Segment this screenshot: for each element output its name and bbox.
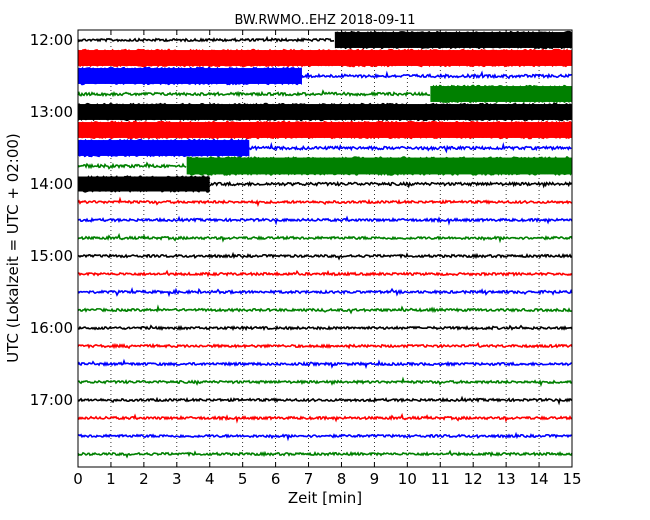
trace-envelope: [78, 120, 572, 140]
trace-line: [209, 180, 573, 189]
x-tick-label: 4: [205, 470, 215, 488]
seismic-trace: [78, 120, 572, 140]
seismic-trace: [77, 431, 573, 442]
seismic-trace: [77, 412, 573, 424]
seismic-trace: [78, 102, 572, 122]
trace-line: [77, 35, 335, 43]
x-tick-label: 5: [238, 470, 248, 488]
y-axis-label: UTC (Lokalzeit = UTC + 02:00): [4, 133, 22, 363]
trace-envelope: [78, 138, 250, 158]
grid-lines: [110, 30, 540, 467]
y-tick-label: 12:00: [30, 31, 73, 49]
x-axis: 0 1 2 3 4 5 6 7 8 9 10 11 12 13 14 15: [73, 30, 582, 488]
x-tick-label: 9: [370, 470, 380, 488]
seismic-trace: [77, 341, 573, 350]
trace-line: [77, 376, 573, 388]
seismic-trace: [77, 232, 573, 244]
x-tick-label: 14: [530, 470, 549, 488]
seismic-trace: [77, 324, 573, 332]
trace-line: [77, 304, 573, 315]
trace-envelope: [430, 84, 572, 104]
x-tick-label: 12: [464, 470, 483, 488]
x-tick-label: 8: [337, 470, 347, 488]
x-tick-label: 15: [562, 470, 581, 488]
plot-frame: [77, 29, 573, 468]
seismic-trace: [77, 84, 572, 104]
trace-envelope: [78, 102, 572, 122]
trace-line: [77, 358, 573, 370]
y-tick-label: 17:00: [30, 391, 73, 409]
trace-line: [77, 196, 573, 208]
x-tick-label: 10: [398, 470, 417, 488]
seismic-trace: [77, 196, 573, 208]
x-tick-label: 13: [497, 470, 516, 488]
seismic-trace: [78, 175, 573, 193]
trace-line: [77, 412, 573, 424]
seismic-trace: [77, 304, 573, 315]
seismogram-traces: [77, 30, 573, 459]
y-tick-label: 13:00: [30, 103, 73, 121]
trace-line: [77, 215, 573, 226]
trace-line: [77, 324, 573, 332]
seismic-trace: [77, 376, 573, 388]
seismic-trace: [77, 449, 573, 459]
trace-line: [301, 70, 573, 80]
y-tick-label: 16:00: [30, 319, 73, 337]
x-tick-label: 2: [139, 470, 149, 488]
trace-line: [77, 269, 573, 278]
trace-line: [77, 449, 573, 459]
x-tick-label: 0: [73, 470, 83, 488]
seismic-trace: [78, 66, 573, 86]
chart-title: BW.RWMO..EHZ 2018-09-11: [234, 13, 415, 28]
trace-line: [77, 251, 573, 261]
trace-line: [77, 341, 573, 350]
x-tick-label: 3: [172, 470, 182, 488]
x-tick-label: 1: [106, 470, 116, 488]
x-tick-label: 11: [431, 470, 450, 488]
seismic-trace: [77, 286, 573, 298]
x-tick-label: 7: [304, 470, 314, 488]
trace-envelope: [78, 175, 210, 193]
y-axis: 12:00 13:00 14:00 15:00 16:00 17:00: [30, 31, 572, 409]
seismic-trace: [78, 138, 572, 158]
seismic-trace: [77, 215, 573, 226]
seismic-trace: [77, 395, 573, 406]
x-axis-label: Zeit [min]: [288, 489, 362, 507]
trace-envelope: [334, 30, 572, 50]
trace-line: [77, 161, 187, 170]
seismic-trace: [78, 48, 572, 68]
seismic-trace: [77, 251, 573, 261]
trace-envelope: [186, 156, 572, 176]
trace-line: [77, 286, 573, 298]
trace-line: [77, 232, 573, 244]
trace-envelope: [78, 48, 572, 68]
seismic-trace: [77, 30, 572, 50]
seismic-trace: [77, 358, 573, 370]
trace-line: [77, 431, 573, 442]
seismic-trace: [77, 269, 573, 278]
trace-line: [248, 141, 572, 154]
trace-line: [77, 395, 573, 406]
trace-line: [77, 89, 431, 98]
y-tick-label: 15:00: [30, 247, 73, 265]
y-tick-label: 14:00: [30, 175, 73, 193]
trace-envelope: [78, 66, 302, 86]
x-tick-label: 6: [271, 470, 281, 488]
seismic-trace: [77, 156, 572, 176]
